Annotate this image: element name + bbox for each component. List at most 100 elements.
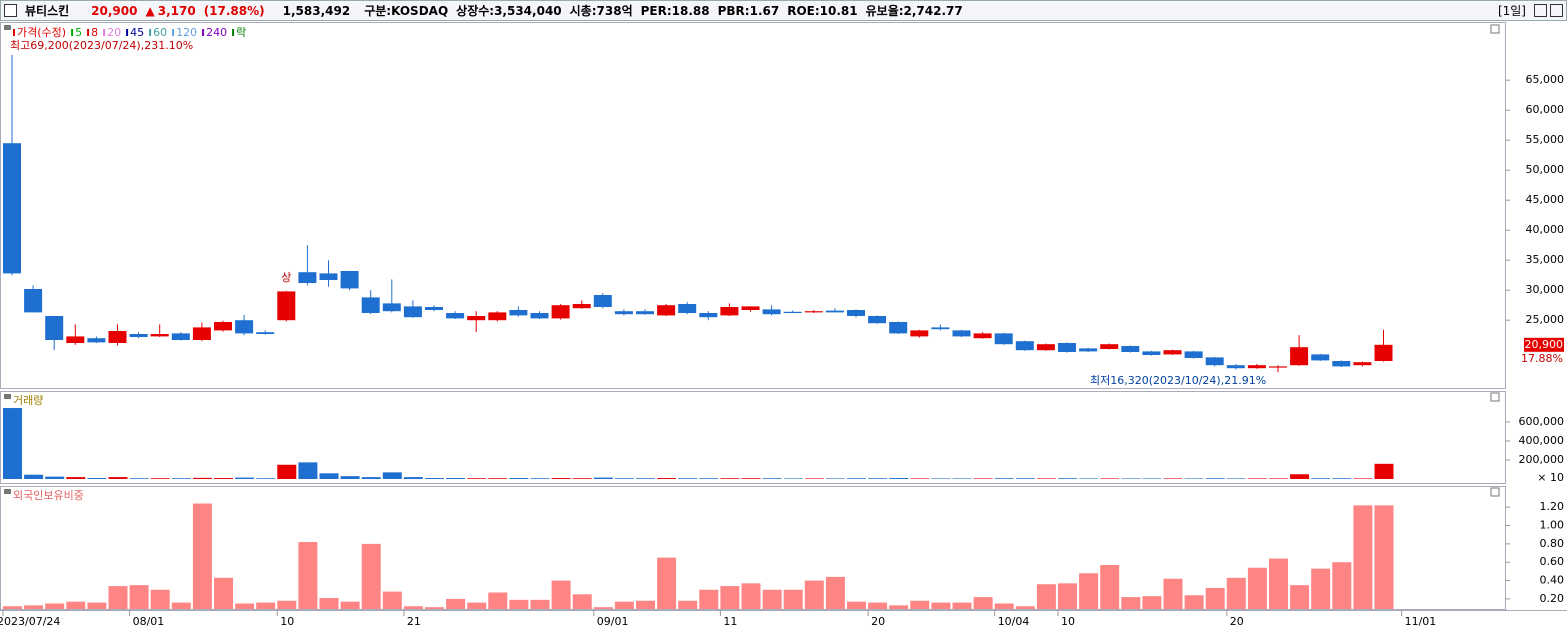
y-tick-label: 400,000 (1519, 434, 1565, 447)
bar (825, 576, 845, 609)
candle-body (467, 316, 486, 321)
bar (1163, 478, 1183, 480)
panel-button[interactable] (1490, 487, 1500, 497)
bar (1353, 478, 1373, 480)
bar (1036, 584, 1056, 609)
bar (614, 601, 634, 609)
bar (1374, 505, 1394, 609)
candle-body (1184, 351, 1203, 358)
x-tick-label: 09/01 (597, 615, 629, 628)
candle-body (657, 305, 676, 316)
legend-swatch (103, 29, 106, 36)
y-tick-label: 600,000 (1519, 415, 1565, 428)
candle-body (150, 334, 169, 337)
bar (1015, 606, 1035, 609)
bar (488, 478, 508, 480)
bar (593, 477, 613, 480)
bar (171, 478, 191, 480)
bar (3, 408, 22, 480)
panel-icon (4, 394, 11, 399)
legend-swatch (87, 29, 90, 36)
candle-body (319, 273, 338, 280)
checkbox[interactable] (4, 4, 17, 17)
bar (277, 464, 297, 480)
candle-body (783, 311, 802, 313)
candle-body (1226, 365, 1245, 369)
legend-swatch (202, 29, 205, 36)
x-tick-label: 20 (871, 615, 885, 628)
y-tick-label: 40,000 (1526, 223, 1565, 236)
candle-body (298, 272, 317, 283)
bar (931, 602, 951, 609)
legend-label: 5 (75, 26, 82, 39)
window-button[interactable] (1534, 4, 1547, 17)
candle-body (530, 313, 549, 319)
bar (614, 478, 634, 480)
bar (572, 594, 592, 609)
panel-button[interactable] (1490, 24, 1500, 34)
bar (467, 478, 487, 480)
bar (994, 478, 1014, 480)
bar (425, 607, 444, 609)
legend-label: 60 (153, 26, 167, 39)
bar (1205, 587, 1225, 609)
candle-body (361, 297, 380, 313)
bar (657, 557, 677, 609)
candle-body (488, 312, 507, 321)
bar (1121, 597, 1141, 609)
candle-body (952, 330, 971, 337)
bar (720, 586, 740, 609)
bar (530, 599, 550, 609)
bar (1100, 478, 1120, 480)
x-tick-label: 20 (1230, 615, 1244, 628)
bar (214, 577, 233, 609)
y-tick-label: 65,000 (1526, 73, 1565, 86)
candle-body (192, 327, 211, 340)
bar (1163, 578, 1183, 609)
bar (488, 592, 508, 609)
x-tick-label: 08/01 (133, 615, 165, 628)
y-tick-label: 60,000 (1526, 103, 1565, 116)
legend-label: 120 (176, 26, 197, 39)
market: 구분:KOSDAQ (364, 4, 449, 18)
candle-body (425, 307, 443, 310)
candle-body (1058, 343, 1076, 352)
y-tick-label: 0.80 (1540, 537, 1565, 550)
bar (952, 602, 972, 609)
bar (720, 478, 740, 480)
candle-body (1311, 354, 1330, 361)
bar (24, 474, 44, 480)
price-panel (0, 22, 1506, 389)
bar (910, 600, 930, 609)
y-tick-label: 0.60 (1540, 555, 1565, 568)
bar (973, 597, 993, 609)
candle-body (973, 333, 992, 339)
legend-label: 락 (236, 26, 246, 39)
unit-label: × 10 (1537, 471, 1564, 484)
period[interactable]: [1일] (1497, 4, 1526, 18)
shares: 상장수:3,534,040 (456, 4, 562, 18)
bar (1247, 478, 1267, 480)
bar (657, 478, 677, 480)
close-button[interactable] (1550, 4, 1563, 17)
bar (825, 478, 845, 480)
bar (847, 478, 866, 480)
bar (1269, 478, 1288, 480)
candle-body (87, 338, 106, 343)
candle-body (720, 307, 739, 316)
bar (361, 477, 381, 480)
bar (762, 478, 782, 480)
panel-button[interactable] (1490, 392, 1500, 402)
bar (446, 478, 466, 480)
candle-body (1015, 341, 1034, 351)
candle-body (1247, 365, 1266, 369)
bar (425, 478, 444, 480)
bar (973, 478, 993, 480)
bar (1100, 564, 1120, 609)
candle-body (804, 311, 823, 313)
bar (994, 603, 1014, 609)
bar (699, 478, 719, 480)
bar (382, 472, 402, 480)
candle-body (572, 304, 591, 309)
bar (847, 601, 866, 609)
